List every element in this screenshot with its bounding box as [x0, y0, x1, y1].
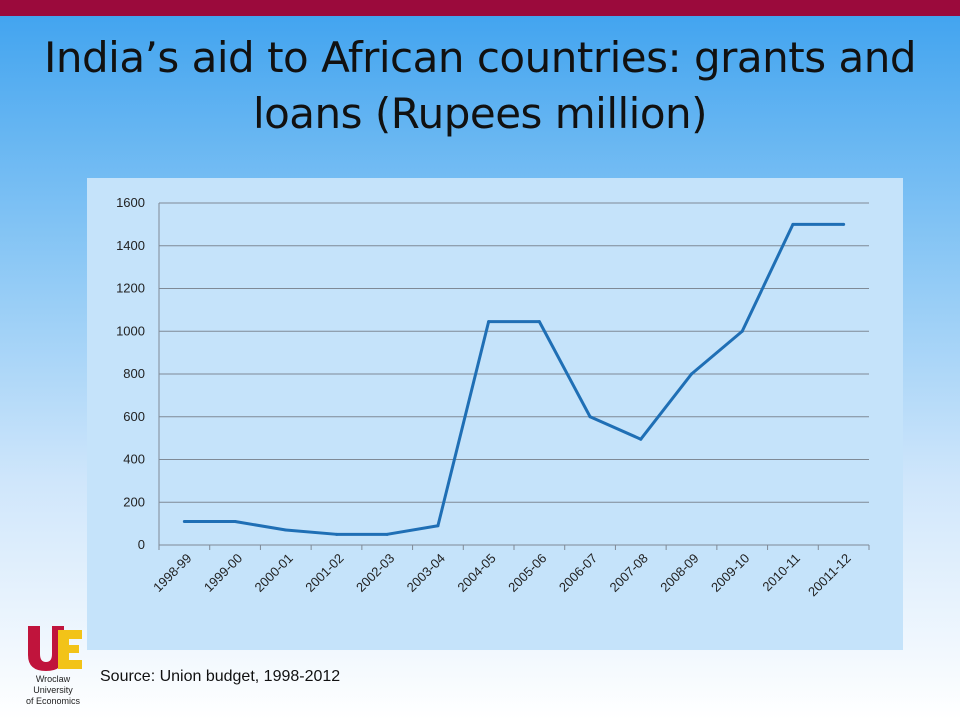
x-tick-label: 1999-00: [201, 551, 245, 595]
x-tick-label: 2002-03: [353, 551, 397, 595]
source-note: Source: Union budget, 1998-2012: [100, 668, 341, 685]
y-tick-label: 1200: [116, 281, 145, 296]
data-point: [233, 519, 237, 523]
y-tick-label: 800: [123, 366, 145, 381]
x-tick-label: 2000-01: [252, 551, 296, 595]
x-tick-label: 2005-06: [505, 551, 549, 595]
x-tick-label: 1998-99: [150, 551, 194, 595]
data-point: [537, 320, 541, 324]
x-tick-label: 2006-07: [556, 551, 600, 595]
y-tick-label: 0: [138, 537, 145, 552]
x-tick-label: 20011-12: [805, 551, 854, 600]
series-line: [184, 222, 844, 536]
data-point: [436, 524, 440, 528]
y-tick-label: 1600: [116, 195, 145, 210]
y-tick-label: 600: [123, 409, 145, 424]
x-tick-label: 2003-04: [404, 551, 448, 595]
data-point: [487, 320, 491, 324]
data-point: [385, 532, 389, 536]
y-tick-label: 1000: [116, 323, 145, 338]
line-chart: 0 200 400 600 800 1000 1200 1400 1600 1998-99 1999…: [116, 195, 870, 600]
x-tick-label: 2008-09: [657, 551, 701, 595]
x-tick-label: 2010-11: [759, 551, 803, 595]
x-tick-label: 2004-05: [454, 551, 498, 595]
y-tick-label: 200: [123, 494, 145, 509]
top-accent-bar: [0, 0, 960, 16]
y-tick-label: 1400: [116, 238, 145, 253]
data-point: [284, 528, 288, 532]
university-logo: Wroclaw University of Economics: [18, 622, 88, 718]
ue-logo-mark: [28, 626, 82, 671]
x-tick-label: 2001-02: [302, 551, 346, 595]
data-point: [690, 372, 693, 376]
x-tick-label: 2007-08: [607, 551, 651, 595]
slide-title: India’s aid to African countries: grants…: [44, 33, 917, 138]
data-point: [740, 329, 744, 333]
data-point: [588, 415, 592, 419]
data-point: [335, 532, 338, 536]
y-tick-label: 400: [123, 452, 145, 467]
logo-caption: Wroclaw University of Economics: [25, 674, 81, 706]
data-point: [791, 222, 795, 226]
data-point: [182, 519, 186, 523]
chart-panel: 0 200 400 600 800 1000 1200 1400 1600 1998-99 1999…: [87, 178, 903, 650]
data-point: [842, 222, 846, 226]
data-point: [639, 437, 643, 441]
x-tick-label: 2009-10: [708, 551, 752, 595]
